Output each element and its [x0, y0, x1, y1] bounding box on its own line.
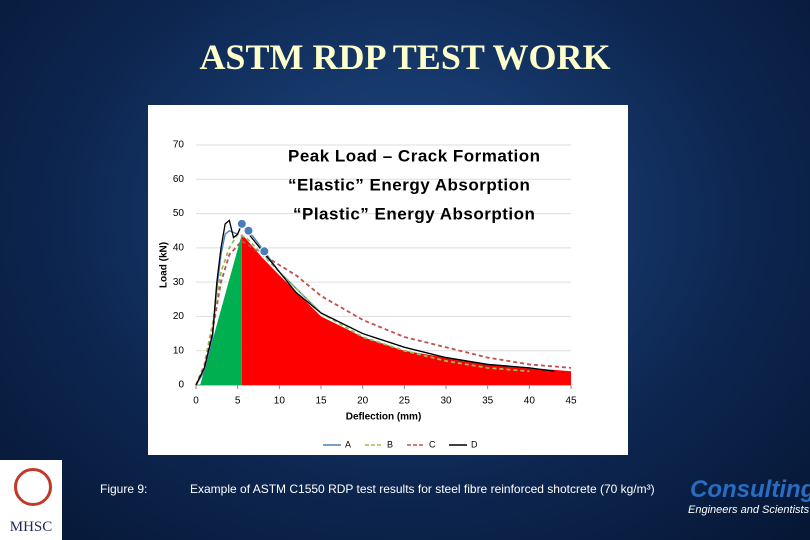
- mhsc-logo: MHSC: [0, 460, 62, 540]
- y-tick-label: 40: [173, 242, 185, 253]
- figure-label: Figure 9:: [100, 482, 148, 496]
- annotation: “Plastic” Energy Absorption: [293, 204, 535, 223]
- x-tick-label: 40: [524, 396, 536, 407]
- y-tick-label: 10: [173, 345, 185, 356]
- y-tick-label: 20: [173, 311, 185, 322]
- y-tick-label: 60: [173, 174, 185, 185]
- figure-caption: Example of ASTM C1550 RDP test results f…: [190, 482, 655, 496]
- x-tick-label: 5: [235, 396, 241, 407]
- chart: 0 10 20 30 40 50 60 70 0 5 10 15 20 25 30 35 40 45 Deflect…: [148, 105, 628, 455]
- consulting-tagline: Engineers and Scientists: [688, 504, 810, 516]
- y-axis-label: Load (kN): [159, 242, 170, 288]
- annotation: Peak Load – Crack Formation: [288, 146, 541, 165]
- slide-title: ASTM RDP TEST WORK: [199, 37, 611, 77]
- y-tick-label: 0: [178, 380, 184, 391]
- series-line: [195, 219, 555, 386]
- x-tick-label: 35: [482, 396, 494, 407]
- legend-label: B: [387, 439, 393, 449]
- x-tick-label: 10: [274, 396, 286, 407]
- annotation: “Elastic” Energy Absorption: [288, 175, 530, 194]
- peak-marker: [236, 218, 247, 229]
- energy-area: [241, 234, 571, 385]
- y-tick-label: 70: [173, 140, 185, 151]
- legend-label: A: [345, 439, 351, 449]
- logo-text: MHSC: [9, 519, 53, 535]
- x-tick-label: 15: [315, 396, 327, 407]
- y-tick-label: 50: [173, 208, 185, 219]
- x-tick-label: 45: [565, 396, 577, 407]
- series-line: [195, 239, 572, 386]
- chart-background: [148, 105, 628, 455]
- x-tick-label: 25: [399, 396, 411, 407]
- y-tick-label: 30: [173, 277, 185, 288]
- x-tick-label: 30: [440, 396, 452, 407]
- peak-marker: [259, 246, 270, 257]
- consulting-logo: Consulting: [690, 476, 810, 503]
- peak-marker: [243, 225, 254, 236]
- x-tick-label: 0: [193, 396, 199, 407]
- legend-label: D: [471, 439, 478, 449]
- x-tick-label: 20: [357, 396, 369, 407]
- x-axis-label: Deflection (mm): [346, 412, 422, 423]
- legend-label: C: [429, 439, 436, 449]
- logo-emblem: [14, 468, 52, 506]
